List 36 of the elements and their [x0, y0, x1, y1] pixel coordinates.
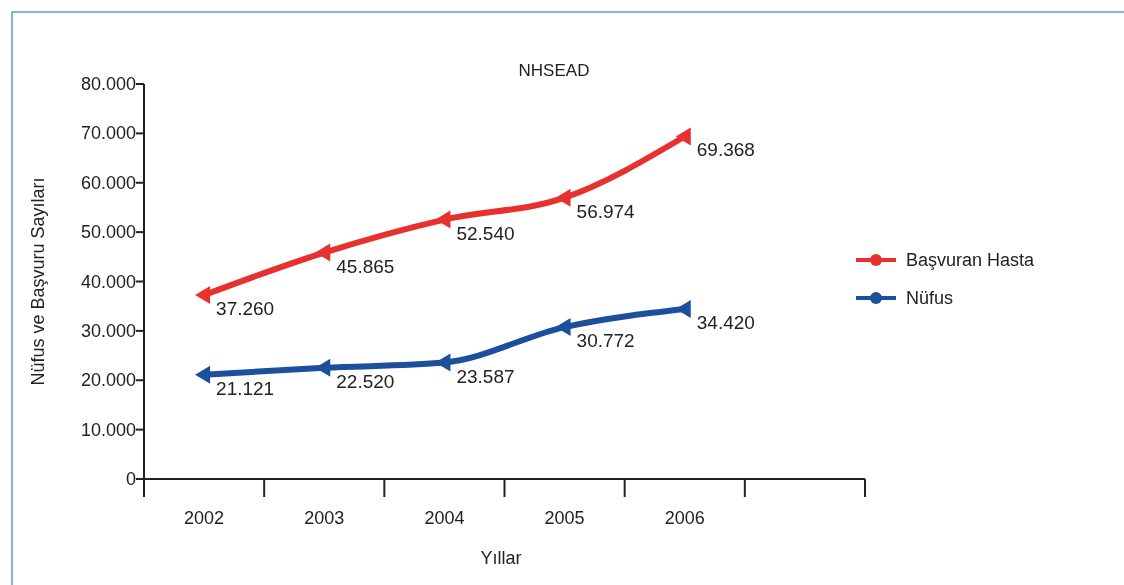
- y-tick-label: 30.000: [80, 320, 136, 341]
- y-tick-label: 80.000: [80, 74, 136, 94]
- data-label: 22.520: [336, 370, 395, 392]
- y-tick-label: 10.000: [80, 419, 136, 440]
- point: [435, 210, 451, 229]
- y-tick-label: 20.000: [80, 370, 136, 391]
- data-label: 37.260: [216, 298, 275, 320]
- point: [555, 318, 571, 337]
- data-label: 34.420: [696, 312, 755, 334]
- data-label: 23.587: [456, 365, 515, 387]
- y-tick-label: 50.000: [80, 222, 136, 243]
- data-label: 21.121: [216, 377, 275, 399]
- x-tick-label: 2006: [664, 508, 705, 528]
- point: [315, 243, 331, 262]
- x-tick-label: 2004: [424, 508, 465, 528]
- data-label: 30.772: [576, 330, 635, 352]
- y-tick-label: 60.000: [80, 172, 136, 193]
- point: [555, 188, 571, 207]
- chart-title: NHSEAD: [518, 61, 590, 80]
- data-label: 69.368: [696, 139, 755, 161]
- point: [195, 286, 211, 305]
- point: [195, 365, 211, 384]
- x-tick-label: 2005: [544, 508, 585, 528]
- x-tick-label: 2003: [304, 508, 345, 528]
- x-axis-title: Yıllar: [480, 548, 522, 568]
- point: [675, 127, 691, 146]
- data-label: 52.540: [456, 222, 515, 244]
- y-axis-title: Nüfus ve Başvuru Sayıları: [28, 177, 48, 386]
- y-tick-label: 0: [125, 469, 136, 489]
- legend-label: Nüfus: [906, 288, 954, 308]
- y-tick-label: 40.000: [80, 271, 136, 292]
- data-label: 56.974: [576, 200, 636, 222]
- legend-label: Başvuran Hasta: [906, 250, 1036, 270]
- data-label: 45.865: [336, 255, 395, 277]
- x-tick-label: 2002: [184, 508, 225, 528]
- y-tick-label: 70.000: [80, 123, 136, 144]
